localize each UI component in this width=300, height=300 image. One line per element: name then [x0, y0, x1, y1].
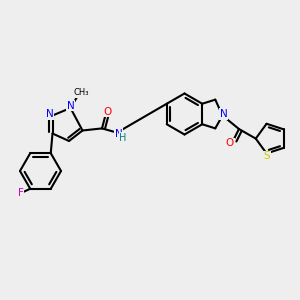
Text: S: S — [264, 152, 271, 161]
Text: N: N — [115, 129, 122, 139]
Text: N: N — [220, 109, 227, 119]
Text: O: O — [226, 138, 234, 148]
Text: H: H — [119, 133, 127, 143]
Text: F: F — [18, 188, 24, 198]
Text: O: O — [103, 106, 111, 117]
Text: N: N — [46, 109, 53, 119]
Text: N: N — [67, 100, 74, 111]
Text: CH₃: CH₃ — [73, 88, 89, 97]
